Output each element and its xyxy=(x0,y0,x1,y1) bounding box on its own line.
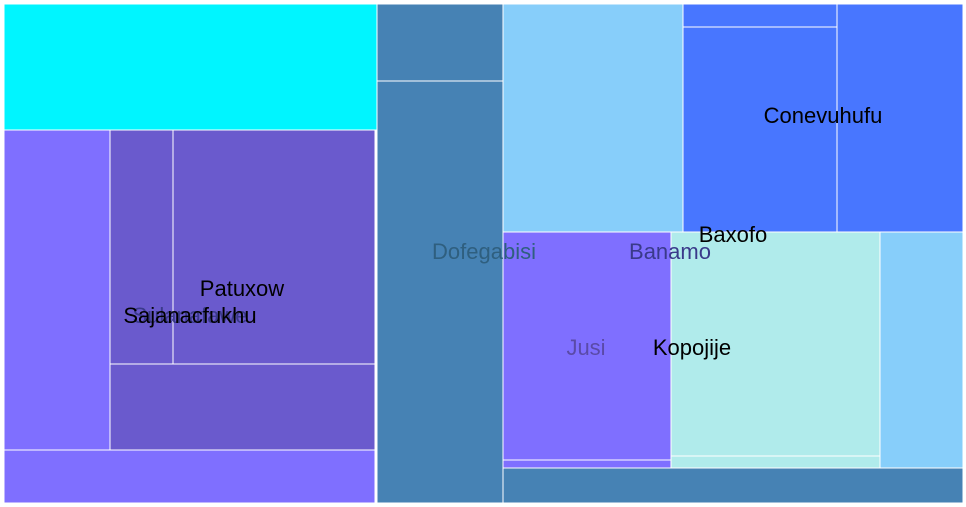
tile-label-kopojije: Kopojije xyxy=(653,335,731,360)
tile-label-sulanafawe: Sulanafawe xyxy=(133,303,248,328)
tile-label-dofegabisi: Dofegabisi xyxy=(432,239,536,264)
treemap-tile-9 xyxy=(682,3,838,28)
treemap-tile-7 xyxy=(376,80,504,504)
treemap-tile-16 xyxy=(670,455,881,469)
treemap-tile-2 xyxy=(109,129,174,365)
tile-label-jusi: Jusi xyxy=(566,335,605,360)
treemap-tile-3 xyxy=(172,129,376,365)
treemap-tile-6 xyxy=(376,3,504,82)
treemap-tile-8 xyxy=(502,3,684,233)
treemap-tile-13 xyxy=(670,231,881,457)
tile-label-patuxow: Patuxow xyxy=(200,276,284,301)
treemap-tile-12 xyxy=(502,231,672,461)
treemap-tile-17 xyxy=(502,467,964,504)
tile-label-baxofo: Baxofo xyxy=(699,222,768,247)
treemap-tile-0 xyxy=(3,3,378,131)
treemap-tile-11 xyxy=(836,3,964,233)
tile-label-banamo: Banamo xyxy=(629,239,711,264)
treemap-tile-1 xyxy=(3,129,111,451)
treemap-tile-10 xyxy=(682,26,838,233)
tile-label-conevuhufu: Conevuhufu xyxy=(764,103,883,128)
treemap-tile-14 xyxy=(879,231,964,469)
tile-label-sajanacfukhu: Sajanacfukhu xyxy=(123,303,256,328)
treemap-tile-5 xyxy=(3,449,376,504)
treemap-tile-15 xyxy=(502,459,672,469)
treemap-tile-4 xyxy=(109,363,376,451)
